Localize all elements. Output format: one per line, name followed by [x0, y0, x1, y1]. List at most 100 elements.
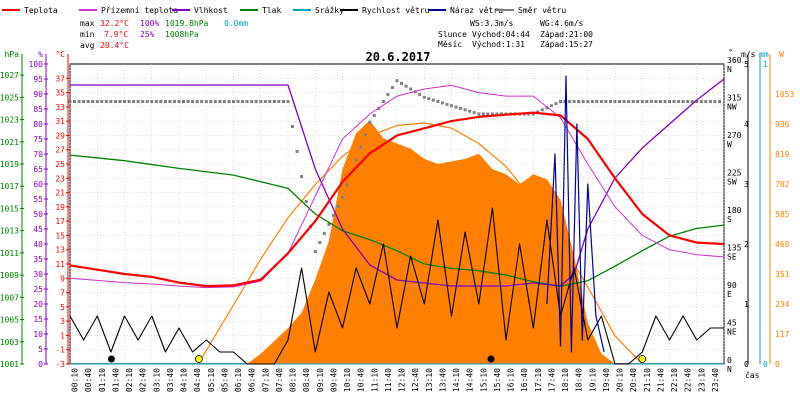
- tick-hum-19: 95: [33, 75, 43, 84]
- legend-label-3: Tlak: [262, 6, 281, 15]
- series-dir-point-94: [495, 112, 499, 116]
- tick-solar-0: 0: [775, 360, 780, 369]
- series-dir-point-72: [395, 79, 399, 83]
- tick-hum-16: 80: [33, 120, 43, 129]
- series-dir-point-16: [141, 100, 145, 103]
- sun-marker-1: [638, 355, 647, 363]
- series-dir-point-48: [286, 100, 290, 103]
- stat-min-press: 1008hPa: [165, 30, 199, 39]
- tick-temp-13: 23: [55, 174, 65, 183]
- series-dir-point-9: [109, 100, 113, 103]
- series-dir-point-37: [236, 100, 240, 103]
- tick-hum-8: 40: [33, 240, 43, 249]
- series-dir-point-138: [695, 100, 699, 103]
- series-dir-point-18: [150, 100, 154, 103]
- x-tick-44: 22:10: [670, 368, 679, 392]
- x-tick-28: 14:10: [452, 368, 461, 392]
- x-tick-35: 17:40: [547, 368, 556, 392]
- tick-press-5: 1011: [0, 249, 19, 258]
- series-dir-point-56: [322, 231, 326, 235]
- series-dir-point-132: [668, 100, 671, 103]
- series-dir-point-15: [136, 100, 140, 103]
- legend-label-5: Rychlost větru: [362, 6, 430, 15]
- tick-wind-1: 1: [744, 300, 749, 309]
- series-dir-point-104: [540, 108, 544, 112]
- series-dir-point-90: [477, 112, 481, 116]
- axis-title-hum: %: [38, 50, 43, 59]
- series-dir-point-85: [454, 105, 458, 109]
- series-dir-point-49: [291, 125, 294, 128]
- series-dir-point-8: [104, 100, 108, 103]
- x-tick-34: 17:10: [534, 368, 543, 392]
- series-dir-point-30: [204, 100, 208, 103]
- series-dir-point-134: [677, 100, 681, 103]
- series-dir-point-131: [663, 100, 667, 103]
- series-dir-point-84: [450, 104, 453, 108]
- stat-sunset: Západ:21:00: [540, 30, 593, 39]
- series-dir-point-2: [77, 100, 81, 103]
- series-dir-point-136: [686, 100, 690, 103]
- tick-press-4: 1009: [0, 271, 19, 280]
- series-dir-point-27: [191, 100, 195, 103]
- axis-title-temp: °C: [55, 50, 65, 59]
- x-tick-43: 21:40: [656, 368, 665, 392]
- legend-label-0: Teplota: [24, 6, 58, 15]
- x-tick-2: 01:10: [98, 368, 107, 392]
- series-dir-point-135: [681, 100, 685, 103]
- series-dir-point-44: [268, 100, 272, 103]
- tick-hum-14: 70: [33, 150, 43, 159]
- series-dir-point-7: [100, 100, 104, 103]
- tick-rain-1: 1: [763, 60, 768, 69]
- stat-max-temp: 32.2°C: [100, 19, 129, 28]
- series-dir-point-83: [445, 102, 449, 106]
- series-dir-point-6: [95, 100, 99, 103]
- series-dir-point-46: [277, 100, 281, 103]
- stat-moon-label: Měsíc: [438, 40, 462, 49]
- tick-wind-5: 5: [744, 60, 749, 69]
- series-dir-point-127: [645, 100, 649, 103]
- series-dir-point-41: [254, 100, 258, 103]
- series-dir-point-1: [73, 100, 76, 103]
- x-tick-6: 03:10: [152, 368, 161, 392]
- series-dir-point-87: [463, 108, 467, 112]
- x-tick-45: 22:40: [684, 368, 693, 392]
- tick-hum-15: 75: [33, 135, 43, 144]
- series-dir-point-88: [468, 109, 472, 113]
- legend-label-2: Vlhkost: [194, 6, 228, 15]
- series-dir-point-91: [481, 112, 485, 116]
- series-dir-point-116: [595, 100, 599, 103]
- tick-hum-4: 20: [33, 300, 43, 309]
- sun-marker-0: [194, 355, 203, 363]
- tick-dir-name-1: NE: [727, 328, 737, 337]
- series-dir-point-23: [173, 100, 176, 103]
- tick-press-1: 1003: [0, 338, 19, 347]
- axis-title-solar: W: [779, 50, 784, 59]
- series-dir-point-60: [341, 195, 344, 199]
- stats-block: max 32.2°C 100% 1019.8hPa 0.0mm min 7.9°…: [80, 19, 593, 50]
- series-dir-point-69: [381, 100, 385, 103]
- tick-temp-11: 19: [55, 203, 65, 212]
- tick-hum-7: 35: [33, 255, 43, 264]
- tick-hum-12: 60: [33, 180, 43, 189]
- series-dir-point-59: [336, 204, 340, 208]
- x-tick-47: 23:40: [711, 368, 720, 392]
- moon-marker-0: [107, 355, 115, 363]
- tick-solar-4: 468: [775, 240, 790, 249]
- x-tick-23: 11:40: [384, 368, 393, 392]
- stat-ws: WS:3.3m/s: [470, 19, 514, 28]
- tick-temp-12: 21: [55, 189, 65, 198]
- series-dir-point-50: [295, 150, 299, 153]
- x-tick-8: 04:10: [180, 368, 189, 392]
- tick-dir-val-3: 135: [727, 244, 742, 253]
- x-tick-17: 08:40: [302, 368, 311, 392]
- tick-dir-name-8: N: [727, 65, 732, 74]
- x-axis-label: čas: [745, 370, 760, 380]
- series-dir-point-112: [577, 100, 581, 103]
- x-tick-37: 18:40: [575, 368, 584, 392]
- tick-hum-20: 100: [29, 60, 44, 69]
- series-dir-point-121: [618, 100, 621, 103]
- tick-press-6: 1013: [0, 227, 19, 236]
- series-dir-point-70: [386, 93, 390, 97]
- series-dir-point-105: [545, 106, 549, 110]
